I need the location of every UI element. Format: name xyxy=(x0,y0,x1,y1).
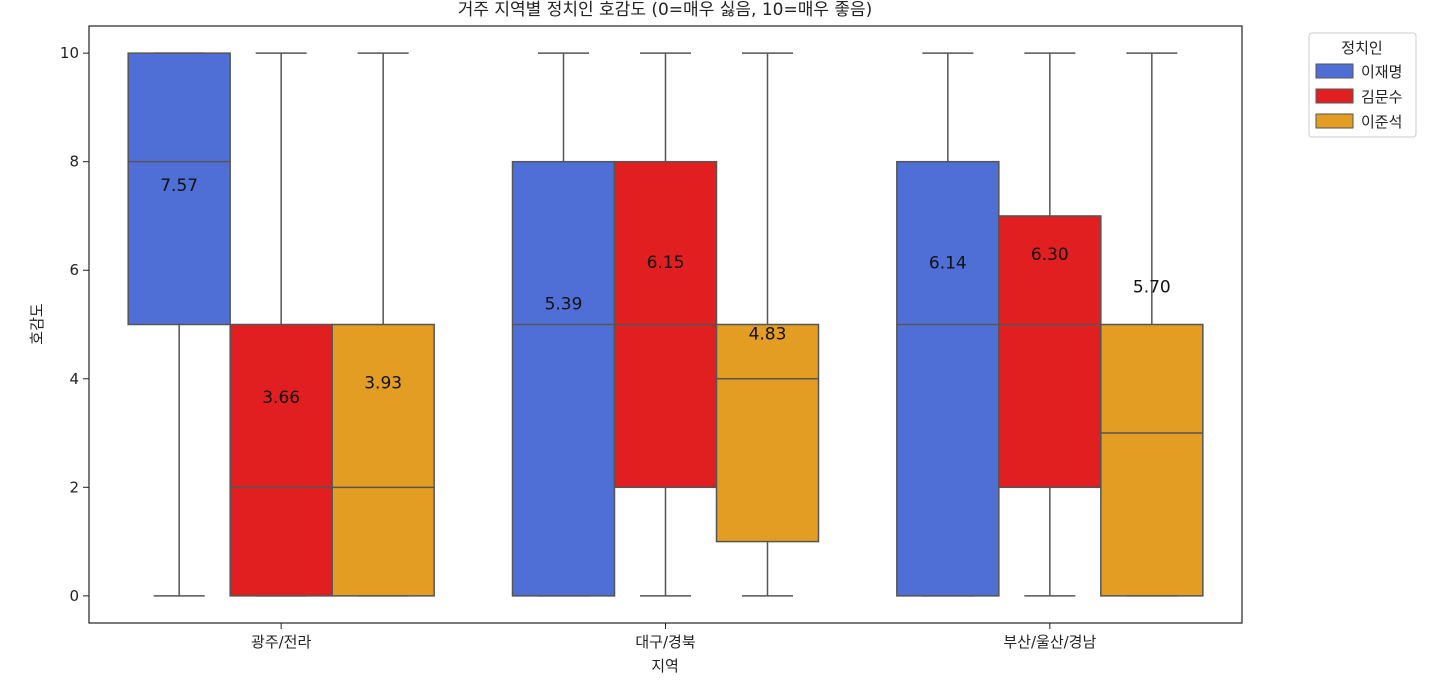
legend-entry: 이재명 xyxy=(1361,63,1402,81)
y-tick-label: 10 xyxy=(60,44,79,62)
legend-title: 정치인 xyxy=(1341,39,1382,57)
y-tick-label: 2 xyxy=(69,478,79,496)
legend-swatch xyxy=(1315,88,1354,104)
box-김문수-대구/경북: 6.15 xyxy=(613,52,718,597)
mean-label: 6.14 xyxy=(929,254,967,274)
mean-label: 5.39 xyxy=(545,294,583,314)
mean-label: 3.93 xyxy=(364,374,402,394)
x-tick-label: 대구/경북 xyxy=(635,633,695,651)
box-rect xyxy=(229,323,333,597)
chart-title: 거주 지역별 정치인 호감도 (0=매우 싫음, 10=매우 좋음) xyxy=(458,0,873,20)
x-tick-label: 부산/울산/경남 xyxy=(1003,633,1096,651)
x-axis-label: 지역 xyxy=(651,657,679,675)
mean-label: 6.30 xyxy=(1031,245,1069,265)
box-rect xyxy=(1100,323,1204,597)
mean-label: 3.66 xyxy=(262,388,300,408)
mean-label: 4.83 xyxy=(749,325,787,345)
box-이준석-부산/울산/경남: 5.70 xyxy=(1100,52,1204,597)
box-rect xyxy=(896,160,1000,597)
mean-label: 6.15 xyxy=(647,253,685,273)
box-rect xyxy=(331,323,435,597)
box-이재명-부산/울산/경남: 6.14 xyxy=(896,52,1000,597)
y-tick-label: 0 xyxy=(69,587,79,605)
box-rect xyxy=(511,160,616,597)
box-rect xyxy=(715,323,820,543)
y-tick-label: 6 xyxy=(69,261,79,279)
x-tick-label: 광주/전라 xyxy=(251,633,311,651)
box-김문수-부산/울산/경남: 6.30 xyxy=(998,52,1102,597)
box-이재명-광주/전라: 7.57 xyxy=(127,52,231,597)
y-axis-label: 호감도 xyxy=(28,303,46,345)
legend-frame xyxy=(1308,32,1417,138)
y-tick-label: 4 xyxy=(69,370,79,388)
box-김문수-광주/전라: 3.66 xyxy=(229,52,333,597)
legend-swatch xyxy=(1315,63,1354,79)
box-이재명-대구/경북: 5.39 xyxy=(511,52,616,597)
box-rect xyxy=(127,52,231,326)
legend-swatch xyxy=(1315,113,1354,129)
plot-area: 7.57 5.39 6.14 3.66 6.15 6.30 3.93 4.83 5.70 xyxy=(127,52,1204,597)
y-tick-label: 8 xyxy=(69,153,79,171)
box-rect xyxy=(998,215,1102,489)
mean-label: 5.70 xyxy=(1133,278,1171,298)
box-이준석-광주/전라: 3.93 xyxy=(331,52,435,597)
legend-entry: 이준석 xyxy=(1361,113,1402,131)
mean-label: 7.57 xyxy=(160,176,198,196)
legend-entry: 김문수 xyxy=(1361,88,1402,106)
box-이준석-대구/경북: 4.83 xyxy=(715,52,820,597)
